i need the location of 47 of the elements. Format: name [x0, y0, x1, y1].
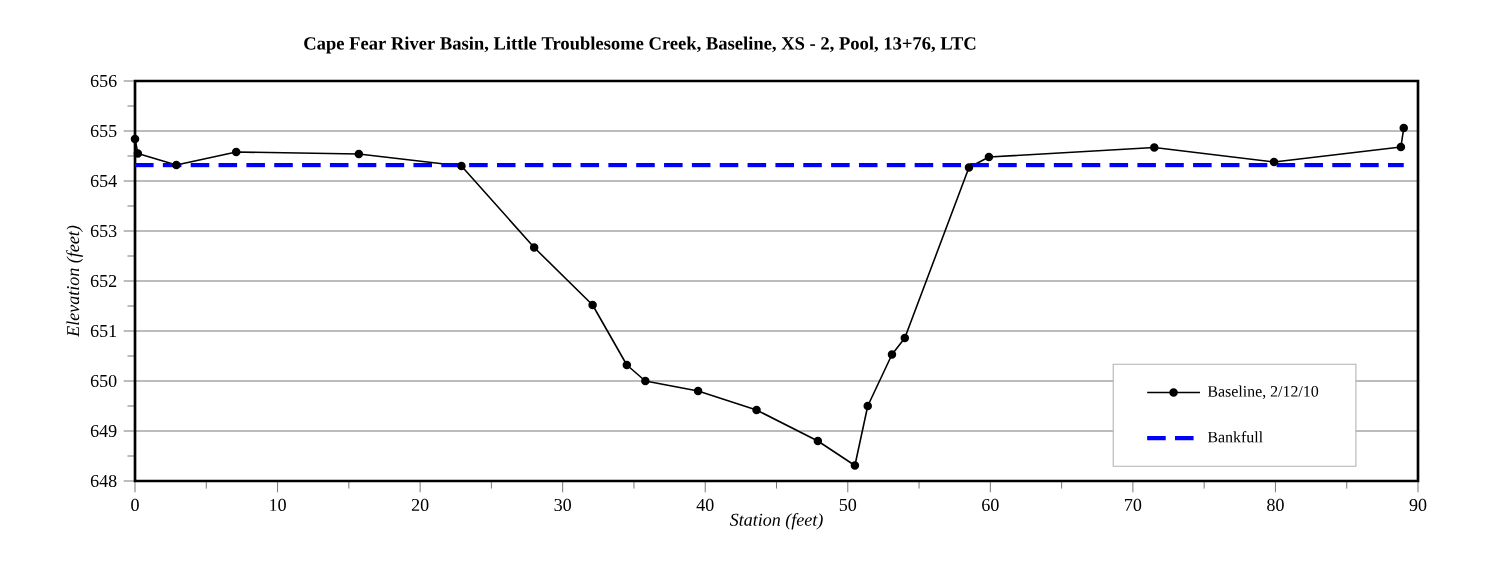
point — [964, 163, 974, 172]
point — [1269, 157, 1279, 167]
x-tick-label: 0 — [131, 498, 139, 512]
x-tick-label: 80 — [1267, 498, 1284, 512]
point — [813, 436, 823, 446]
point — [1399, 123, 1408, 133]
point — [900, 333, 910, 343]
y-tick-label: 654 — [90, 174, 117, 188]
x-tick-label: 70 — [1125, 498, 1142, 512]
x-tick-label: 20 — [411, 498, 429, 512]
point — [641, 376, 650, 386]
point — [693, 386, 703, 396]
point — [863, 401, 872, 411]
point — [130, 134, 140, 144]
legend-label: Baseline, 2/12/10 — [1207, 385, 1319, 400]
point — [622, 360, 632, 370]
y-tick-label: 652 — [90, 274, 117, 288]
point — [1396, 142, 1406, 152]
x-tick-label: 40 — [696, 498, 714, 512]
point — [354, 149, 364, 159]
point — [588, 300, 597, 310]
legend-label: Bankfull — [1207, 431, 1263, 443]
point — [133, 149, 143, 158]
point — [984, 152, 994, 162]
point — [231, 147, 241, 157]
point — [1150, 143, 1159, 152]
x-tick-label: 10 — [270, 498, 286, 512]
y-tick-label: 648 — [90, 474, 117, 488]
x-axis-title: Station (feet) — [729, 512, 823, 530]
chart-title: Cape Fear River Basin, Little Troublesome Creek, Baseline, XS - 2, Pool, 13+76, LTC — [304, 36, 976, 54]
y-tick-label: 650 — [90, 374, 117, 388]
y-axis-title: Elevation (feet) — [66, 225, 83, 338]
point — [752, 405, 761, 415]
y-tick-label: 655 — [90, 124, 117, 138]
y-tick-label: 651 — [90, 324, 117, 338]
x-tick-label: 30 — [554, 498, 571, 512]
y-tick-label: 649 — [90, 424, 117, 438]
point — [850, 461, 860, 470]
x-tick-label: 90 — [1409, 498, 1427, 512]
y-tick-label: 653 — [90, 224, 117, 238]
point — [529, 243, 539, 252]
point — [457, 161, 466, 171]
x-tick-label: 60 — [982, 498, 999, 512]
point — [172, 160, 181, 170]
y-tick-label: 656 — [90, 74, 117, 88]
x-tick-label: 50 — [839, 498, 857, 512]
point — [887, 350, 897, 359]
